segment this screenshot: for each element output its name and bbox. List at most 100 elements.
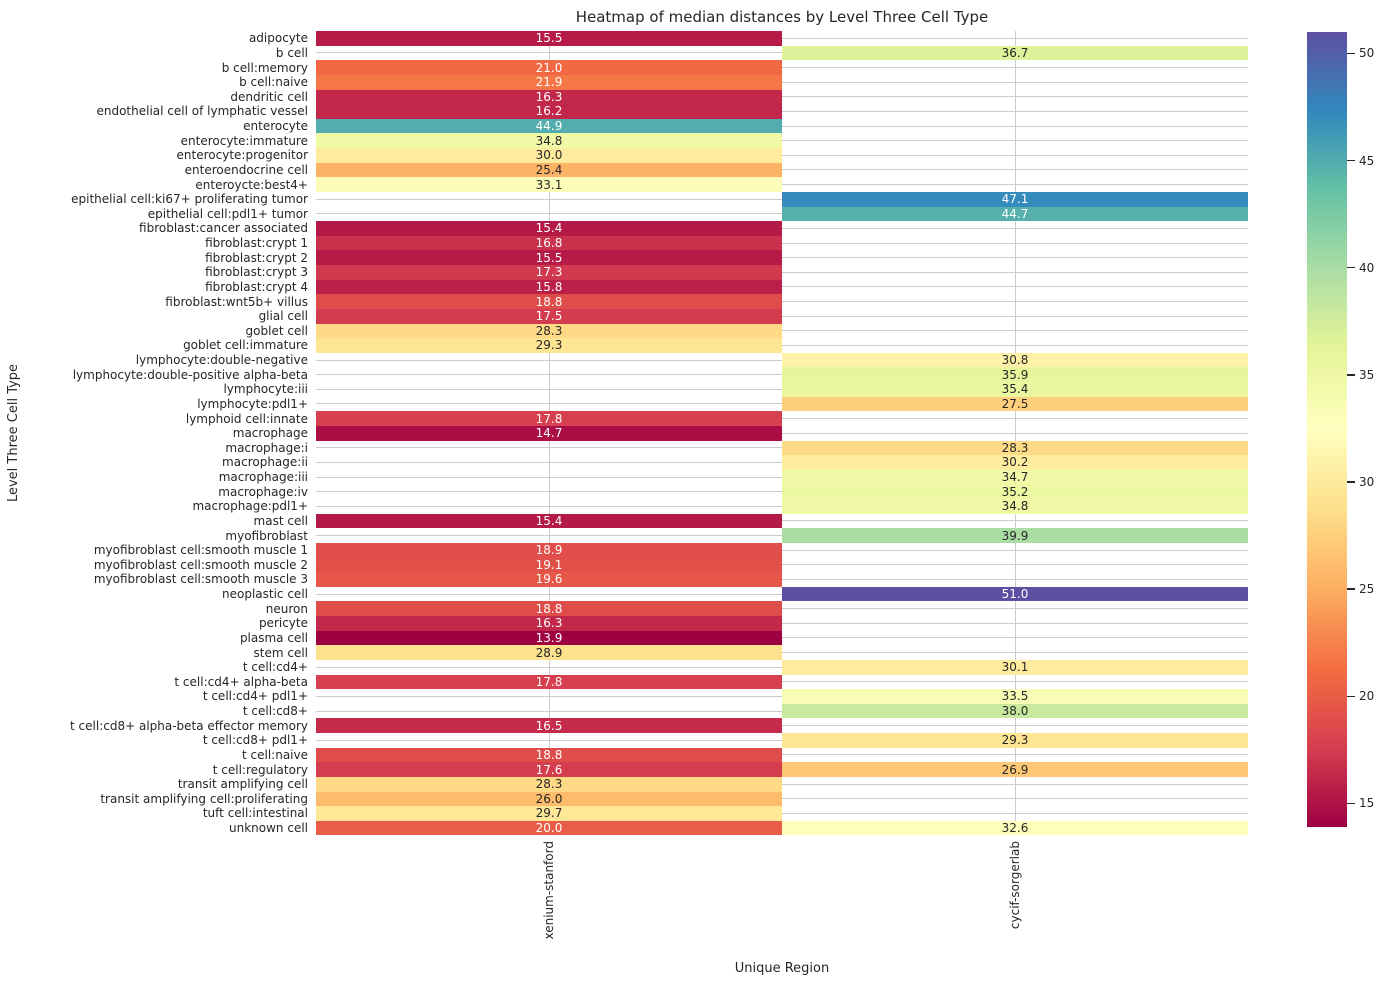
heatmap-cell: 30.1 [782,659,1248,675]
heatmap-cell: 18.8 [316,747,782,763]
heatmap-row: 14.7 [316,425,1248,441]
row-label: t cell:cd8+ pdl1+ [202,733,308,748]
row-label: unknown cell [229,821,308,836]
cell-value: 18.9 [535,543,563,558]
heatmap-row: 28.3 [316,323,1248,339]
heatmap-row: 16.8 [316,235,1248,251]
heatmap-cell [316,367,782,382]
heatmap-row: 15.4 [316,221,1248,236]
colorbar-tick-label: 40 [1359,260,1375,275]
heatmap-cell: 13.9 [316,630,782,646]
column-label-cycif-sorgerlab: cycif-sorgerlab [1008,841,1022,930]
colorbar-tick-label: 50 [1359,46,1375,61]
cell-value: 21.0 [535,60,563,75]
heatmap-row: 30.1 [316,659,1248,675]
heatmap-cell [782,74,1248,90]
heatmap-row: 33.1 [316,177,1248,192]
cell-value: 28.3 [535,323,563,338]
row-label: neoplastic cell [222,587,308,602]
heatmap-row: 17.8 [316,411,1248,426]
heatmap-cell [782,235,1248,251]
heatmap-row: 35.9 [316,367,1248,382]
row-label: enterocyte:immature [180,133,308,148]
heatmap-cell [782,60,1248,75]
heatmap-cell [782,674,1248,690]
cell-value: 18.8 [535,294,563,309]
heatmap-cell [316,484,782,499]
heatmap-cell [782,616,1248,631]
cell-value: 26.0 [535,791,563,806]
colorbar-tick-label: 20 [1359,689,1375,704]
heatmap-cell [316,191,782,207]
heatmap-cell [316,586,782,602]
heatmap-cell: 15.5 [316,31,782,46]
row-label: t cell:naive [242,747,308,762]
heatmap-cell [316,528,782,543]
cell-value: 29.3 [1001,733,1029,748]
row-label: fibroblast:crypt 3 [205,265,308,280]
heatmap-row: 35.4 [316,382,1248,397]
heatmap-cell [316,206,782,222]
heatmap-cell [782,513,1248,529]
heatmap-row: 18.8 [316,747,1248,763]
heatmap-row: 30.2 [316,455,1248,470]
heatmap-cell [782,776,1248,792]
heatmap-row: 44.9 [316,118,1248,134]
cell-value: 34.8 [535,133,563,148]
heatmap-row: 17.5 [316,308,1248,324]
heatmap-cell [782,601,1248,616]
row-label: adipocyte [248,31,308,46]
heatmap-cell [782,425,1248,441]
heatmap-row: 16.5 [316,718,1248,733]
heatmap-row: 26.0 [316,791,1248,807]
heatmap-cell: 38.0 [782,703,1248,719]
heatmap-cell: 19.6 [316,572,782,587]
row-label: t cell:cd8+ alpha-beta effector memory [70,718,308,733]
cell-value: 15.8 [535,279,563,294]
row-label: transit amplifying cell:proliferating [100,791,308,806]
row-label: macrophage [232,426,308,441]
row-label: myofibroblast cell:smooth muscle 2 [93,557,308,572]
cell-value: 16.3 [535,89,563,104]
heatmap-cell [782,308,1248,324]
row-label: myofibroblast cell:smooth muscle 1 [93,543,308,558]
heatmap-row: 34.7 [316,469,1248,485]
heatmap-cell: 20.0 [316,820,782,836]
heatmap-row: 18.9 [316,542,1248,558]
colorbar-tick [1347,266,1355,269]
heatmap-row: 16.3 [316,89,1248,105]
heatmap-cell: 16.3 [316,616,782,631]
cell-value: 44.7 [1001,206,1029,221]
heatmap-cell: 28.3 [782,440,1248,456]
heatmap-cell [316,689,782,704]
heatmap-row: 47.1 [316,191,1248,207]
heatmap-row: 16.3 [316,616,1248,631]
colorbar-gradient [1307,32,1347,827]
cell-value: 28.3 [535,777,563,792]
row-label: tuft cell:intestinal [202,806,308,821]
cell-value: 26.9 [1001,762,1029,777]
row-label: t cell:cd4+ pdl1+ [202,689,308,704]
heatmap-cell: 16.2 [316,104,782,119]
cell-value: 17.3 [535,265,563,280]
heatmap-cell: 28.3 [316,323,782,339]
heatmap-cell: 51.0 [782,586,1248,602]
heatmap-cell [782,133,1248,148]
heatmap-cell [316,499,782,514]
heatmap-cell: 17.8 [316,411,782,426]
heatmap-cell: 30.0 [316,148,782,163]
heatmap-cell: 36.7 [782,45,1248,61]
colorbar-tick [1347,52,1355,55]
heatmap-cell: 17.6 [316,762,782,777]
row-label: fibroblast:crypt 2 [205,250,308,265]
cell-value: 39.9 [1001,528,1029,543]
heatmap-cell: 44.7 [782,206,1248,222]
cell-value: 29.3 [535,338,563,353]
row-label: b cell [275,45,308,60]
heatmap-cell: 15.8 [316,279,782,295]
y-axis-label: Level Three Cell Type [6,363,21,503]
row-label: mast cell [253,513,308,528]
heatmap-cell: 16.3 [316,89,782,105]
row-label: fibroblast:wnt5b+ villus [165,294,308,309]
heatmap-cell: 30.2 [782,455,1248,470]
